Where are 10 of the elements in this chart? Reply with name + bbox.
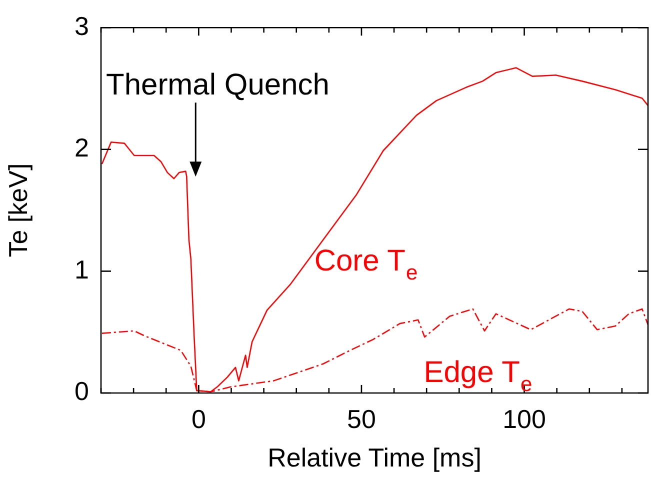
y-tick-label: 2 xyxy=(74,132,89,163)
annotation: Thermal Quench xyxy=(106,68,330,102)
y-tick-label: 1 xyxy=(74,254,89,284)
x-tick-label: 0 xyxy=(191,404,206,434)
y-axis-title: Te [keV] xyxy=(2,163,33,258)
x-axis-title: Relative Time [ms] xyxy=(268,442,482,473)
x-tick-label: 100 xyxy=(502,404,546,434)
y-tick-label: 3 xyxy=(74,10,89,41)
y-tick-label: 0 xyxy=(74,376,89,406)
x-tick-label: 50 xyxy=(347,404,376,434)
